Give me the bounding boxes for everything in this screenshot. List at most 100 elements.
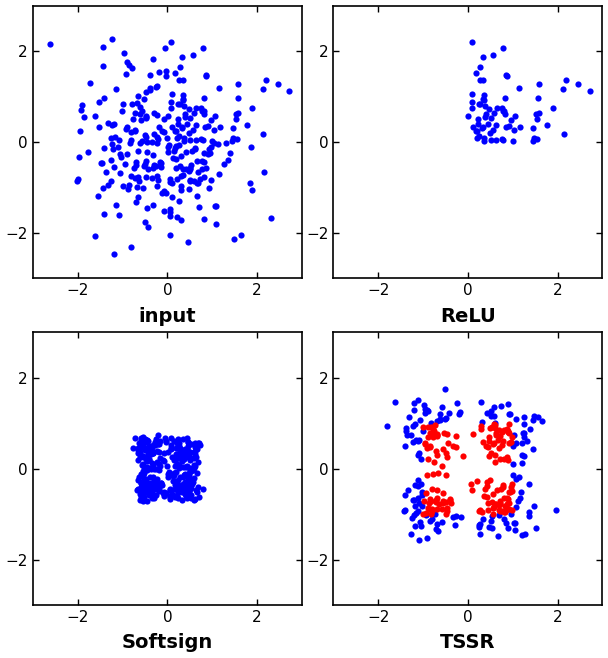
Point [187, 453, 196, 463]
Point [425, 494, 435, 504]
Point [178, 74, 187, 85]
Point [495, 430, 505, 441]
Point [441, 497, 451, 507]
Point [140, 216, 150, 227]
Point [144, 479, 154, 490]
Point [182, 444, 192, 455]
Point [141, 436, 151, 447]
Point [484, 451, 494, 461]
Point [119, 99, 128, 109]
Point [441, 470, 451, 481]
Point [472, 126, 482, 136]
Point [432, 485, 442, 495]
Point [106, 133, 116, 143]
Point [159, 205, 169, 216]
Point [191, 451, 201, 462]
Point [127, 99, 137, 109]
Point [148, 447, 157, 457]
Point [201, 71, 211, 82]
Point [140, 445, 150, 456]
Point [412, 508, 421, 519]
Point [150, 436, 160, 447]
Point [141, 435, 151, 445]
Point [517, 457, 527, 468]
Point [189, 495, 199, 505]
Point [206, 174, 216, 185]
Point [474, 99, 483, 110]
Point [500, 501, 510, 511]
Point [182, 445, 192, 456]
Point [193, 439, 202, 449]
Point [144, 486, 154, 497]
Point [130, 108, 139, 118]
Point [476, 421, 486, 432]
Point [499, 436, 508, 446]
Point [178, 480, 187, 491]
Point [478, 514, 488, 524]
Point [499, 135, 508, 145]
Point [509, 430, 519, 440]
Point [482, 477, 492, 488]
Point [480, 112, 490, 122]
Point [185, 465, 195, 475]
Point [159, 455, 169, 466]
Point [161, 188, 171, 198]
Point [413, 506, 423, 517]
Point [148, 53, 157, 64]
Point [185, 163, 195, 174]
Point [180, 112, 190, 122]
Point [428, 428, 438, 438]
Point [185, 449, 195, 459]
Point [130, 432, 140, 443]
Point [490, 449, 500, 460]
Point [146, 443, 156, 454]
Point [533, 134, 542, 144]
Point [441, 509, 451, 519]
Point [511, 415, 520, 425]
Point [190, 446, 199, 457]
Point [139, 482, 149, 492]
Point [483, 505, 493, 515]
Point [163, 447, 173, 457]
Point [180, 468, 190, 479]
Point [199, 92, 209, 103]
Point [190, 461, 199, 471]
Point [188, 50, 198, 61]
Point [182, 433, 192, 443]
Point [141, 453, 151, 464]
Point [486, 113, 496, 123]
Point [199, 109, 209, 119]
Point [429, 432, 438, 443]
Point [467, 37, 477, 47]
Point [506, 509, 516, 520]
Point [187, 439, 196, 449]
Point [494, 425, 503, 436]
Point [142, 483, 152, 494]
Point [145, 488, 154, 499]
Point [418, 426, 427, 436]
Point [451, 520, 460, 530]
Point [232, 114, 241, 124]
Point [179, 484, 189, 495]
Point [161, 436, 171, 447]
Point [421, 510, 430, 520]
Point [503, 428, 513, 438]
Point [484, 522, 494, 533]
Point [78, 112, 88, 122]
Point [107, 139, 117, 150]
Point [489, 107, 499, 118]
Point [159, 186, 169, 196]
Point [142, 455, 152, 466]
Point [206, 114, 216, 125]
Point [442, 503, 452, 514]
Point [420, 403, 430, 414]
Point [409, 495, 418, 505]
Point [494, 510, 503, 520]
Point [231, 109, 241, 120]
Point [174, 440, 184, 451]
Point [503, 503, 513, 514]
Point [123, 184, 133, 194]
Point [509, 518, 519, 528]
Point [173, 479, 182, 490]
Point [156, 162, 166, 172]
